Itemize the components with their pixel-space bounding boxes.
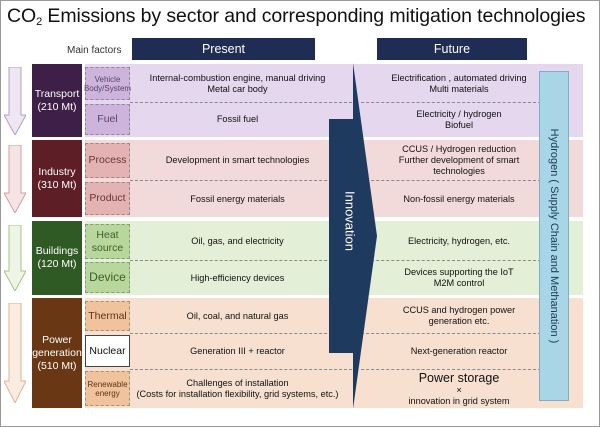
factor-renewable-energy: Renewable energy xyxy=(85,371,130,406)
future-fuel: Electricity / hydrogen Biofuel xyxy=(416,108,502,130)
factor-vehicle-body: Vehicle Body/System xyxy=(84,67,131,100)
future-heat-source: Electricity, hydrogen, etc. xyxy=(408,235,510,246)
factor-fuel: Fuel xyxy=(85,104,130,135)
future-header: Future xyxy=(377,38,527,60)
sector-power-generation: Power generation (510 Mt) xyxy=(32,298,82,408)
row-separator xyxy=(130,369,352,370)
factor-device: Device xyxy=(85,262,130,293)
power-down-arrow-icon xyxy=(4,303,26,403)
sector-transport: Transport (210 Mt) xyxy=(32,64,82,137)
future-process: CCUS / Hydrogen reduction Further develop… xyxy=(398,144,520,176)
row-separator xyxy=(361,102,541,103)
row-separator xyxy=(361,180,541,181)
present-nuclear: Generation III + reactor xyxy=(190,346,285,356)
diagram-title: CO2 Emissions by sector and correspondin… xyxy=(7,5,586,28)
present-heat-source: Oil, gas, and electricity xyxy=(191,235,284,246)
future-nuclear: Next-generation reactor xyxy=(410,346,508,356)
present-device: High-efficiency devices xyxy=(190,272,285,283)
industry-down-arrow-icon xyxy=(4,145,26,213)
hydrogen-bar: Hydrogen ( Supply Chain and Methanation … xyxy=(539,71,569,401)
row-separator xyxy=(361,369,541,370)
present-header: Present xyxy=(132,38,315,60)
row-separator xyxy=(130,180,352,181)
future-device: Devices supporting the IoT M2M control xyxy=(404,267,514,288)
factor-product: Product xyxy=(85,182,130,215)
row-separator xyxy=(361,333,541,334)
present-process: Development in smart technologies xyxy=(165,155,310,165)
row-separator xyxy=(361,260,541,261)
present-vehicle-body: Internal-combustion engine, manual drivi… xyxy=(149,72,326,94)
sector-industry: Industry (310 Mt) xyxy=(32,140,82,217)
present-renewable: Challenges of installation (Costs for ins… xyxy=(136,377,339,399)
factor-thermal: Thermal xyxy=(85,301,130,331)
sector-buildings: Buildings (120 Mt) xyxy=(32,221,82,295)
present-thermal: Oil, coal, and natural gas xyxy=(186,310,289,321)
future-thermal: CCUS and hydrogen power generation etc. xyxy=(402,305,516,326)
innovation-arrow-icon xyxy=(329,63,377,409)
future-product: Non-fossil energy materials xyxy=(403,193,515,204)
future-vehicle-body: Electrification , automated driving Multi… xyxy=(391,72,527,94)
present-product: Fossil energy materials xyxy=(190,193,285,204)
present-fuel: Fossil fuel xyxy=(216,114,259,124)
transport-down-arrow-icon xyxy=(4,67,26,135)
future-renewable: Power storage × innovation in grid system xyxy=(408,370,510,406)
row-separator xyxy=(130,333,352,334)
innovation-label: Innovation xyxy=(342,191,358,251)
row-separator xyxy=(130,260,352,261)
buildings-down-arrow-icon xyxy=(4,225,26,291)
row-separator xyxy=(130,102,352,103)
factor-process: Process xyxy=(85,143,130,178)
factor-nuclear: Nuclear xyxy=(85,335,130,367)
factor-heat-source: Heat source xyxy=(85,224,130,259)
main-factors-label: Main factors xyxy=(67,45,122,56)
